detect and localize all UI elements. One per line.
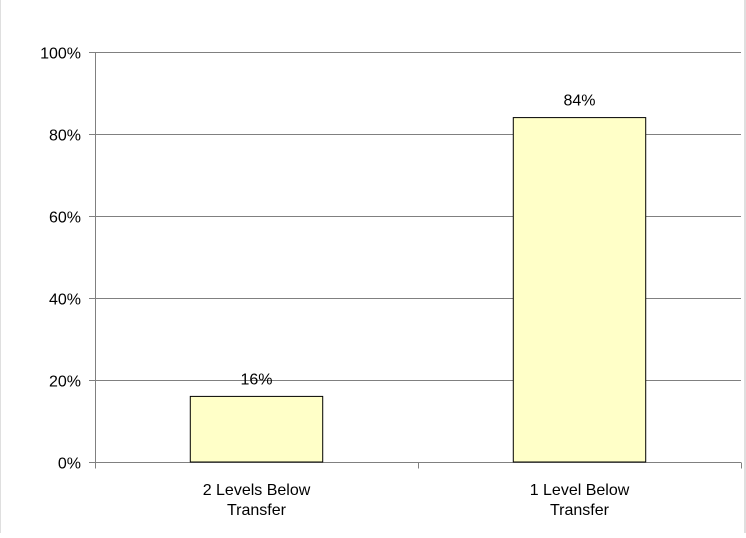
y-tick-label: 0% [58,456,81,473]
x-category-label: 1 Level Below Transfer [530,482,630,519]
y-tick-label: 80% [49,128,81,145]
y-tick-label: 20% [49,374,81,391]
x-category-label-line: Transfer [227,502,287,519]
y-tick-label: 60% [49,210,81,227]
bar [512,117,647,463]
data-label: 84% [563,93,595,110]
data-label: 16% [240,371,272,388]
x-category-label-line: 1 Level Below [530,482,630,499]
x-category-label-line: 2 Levels Below [203,482,311,499]
bars [189,117,647,463]
x-category-label-line: Transfer [550,502,610,519]
y-tick-label: 100% [40,46,81,63]
labels: 0% 20% 40% 60% 80% 100% 16% 2 Levels Below Trans… [40,46,630,520]
bar [189,395,324,463]
x-category-label: 2 Levels Below Transfer [203,482,311,519]
y-tick-label: 40% [49,292,81,309]
axes [89,52,742,469]
